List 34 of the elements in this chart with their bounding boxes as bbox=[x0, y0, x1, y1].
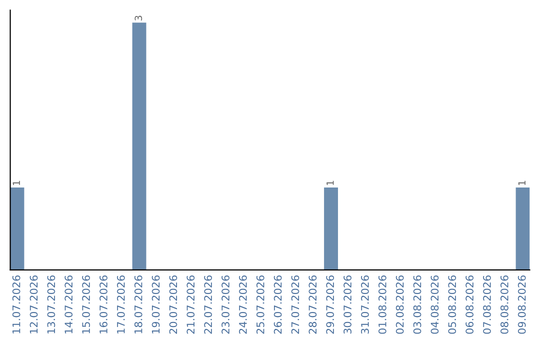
data-label: 3 bbox=[134, 16, 142, 20]
x-tick-label: 02.08.2026 bbox=[396, 275, 404, 334]
x-tick-label: 16.07.2026 bbox=[100, 275, 108, 334]
x-tick-label: 30.07.2026 bbox=[344, 275, 352, 334]
x-tick-label: 25.07.2026 bbox=[256, 275, 264, 334]
x-tick-label: 31.07.2026 bbox=[361, 275, 369, 334]
x-tick-label: 19.07.2026 bbox=[152, 275, 160, 334]
x-tick-label: 20.07.2026 bbox=[169, 275, 178, 334]
x-tick-label: 06.08.2026 bbox=[466, 275, 474, 334]
data-label: 1 bbox=[326, 180, 334, 186]
data-label: 1 bbox=[518, 180, 526, 186]
data-label: 1 bbox=[12, 180, 20, 186]
x-tick-label: 26.07.2026 bbox=[274, 275, 282, 334]
x-tick-label: 08.08.2026 bbox=[500, 275, 508, 334]
x-tick-label: 03.08.2026 bbox=[413, 275, 422, 334]
x-tick-label: 27.07.2026 bbox=[291, 275, 300, 334]
x-tick-label: 24.07.2026 bbox=[238, 275, 247, 334]
x-tick-label: 14.07.2026 bbox=[64, 275, 73, 334]
x-tick-label: 05.08.2026 bbox=[448, 275, 456, 334]
x-tick-label: 09.08.2026 bbox=[518, 275, 526, 334]
x-tick-label: 28.07.2026 bbox=[308, 275, 317, 334]
x-tick-label: 18.07.2026 bbox=[134, 275, 142, 334]
x-tick-label: 11.07.2026 bbox=[12, 275, 20, 334]
x-tick-label: 21.07.2026 bbox=[186, 275, 195, 334]
x-tick-label: 13.07.2026 bbox=[47, 275, 56, 334]
x-tick-label: 22.07.2026 bbox=[204, 275, 212, 334]
x-tick-label: 15.07.2026 bbox=[82, 275, 90, 334]
x-tick-label: 04.08.2026 bbox=[430, 275, 439, 334]
x-tick-label: 23.07.2026 bbox=[222, 275, 230, 334]
x-tick-label: 12.07.2026 bbox=[30, 275, 38, 334]
x-tick-label: 07.08.2026 bbox=[483, 275, 491, 334]
x-tick-label: 29.07.2026 bbox=[326, 275, 334, 334]
x-tick-label: 17.07.2026 bbox=[116, 275, 125, 334]
x-tick-label: 01.08.2026 bbox=[378, 275, 386, 334]
